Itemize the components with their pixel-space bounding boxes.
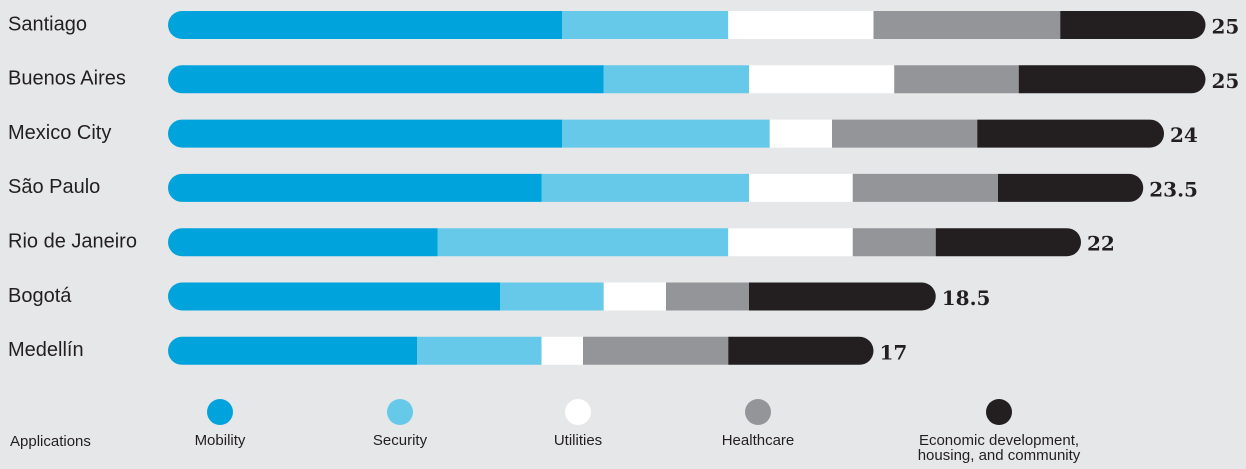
bar-segment [562, 11, 729, 39]
bar-segment [749, 282, 936, 311]
bar-segment [998, 173, 1144, 202]
bar-segment [168, 65, 604, 94]
legend-marker [565, 399, 591, 425]
bar-segment [541, 173, 749, 202]
bar-segment [168, 228, 438, 257]
category-label: Santiago [8, 13, 87, 35]
bar-segment [168, 282, 501, 311]
category-label: Bogotá [8, 285, 72, 307]
bar-segment [873, 11, 1061, 39]
bar-segment [500, 282, 604, 311]
bar-segment [541, 336, 583, 365]
bar-segment [417, 336, 542, 365]
category-label: Medellín [8, 339, 84, 361]
bar-segment [437, 228, 729, 257]
bar-segment [168, 11, 563, 39]
bar-segment [832, 119, 978, 148]
total-label: 22 [1087, 232, 1115, 256]
bar-segment [749, 173, 853, 202]
legend-label: Utilities [553, 432, 603, 449]
bar-segment [728, 336, 874, 365]
total-label: 23.5 [1149, 177, 1198, 201]
bar-segment [728, 228, 853, 257]
bar-segment [935, 228, 1081, 257]
bar-segment [749, 65, 895, 94]
total-label: 24 [1170, 123, 1198, 147]
bar-segment [562, 119, 770, 148]
bar-segment [1018, 65, 1206, 94]
bar-segment [666, 282, 749, 311]
legend-label: Security [372, 432, 428, 449]
bar-segment [852, 228, 936, 257]
legend-marker [986, 399, 1012, 425]
legend-marker [207, 399, 233, 425]
legend-title: Applications [10, 433, 91, 450]
legend-marker [745, 399, 771, 425]
legend-label: Mobility [194, 432, 246, 449]
bar-segment [769, 119, 832, 148]
category-label: São Paulo [8, 176, 100, 198]
category-label: Mexico City [8, 122, 111, 144]
bar-segment [167, 119, 563, 148]
total-label: 25 [1212, 69, 1240, 93]
total-label: 17 [880, 340, 908, 364]
bar-segment [728, 11, 874, 39]
legend-label: Healthcare [721, 432, 795, 449]
legend-marker [387, 399, 413, 425]
bar-segment [977, 119, 1164, 148]
legend-label: Economic development, housing, and commu… [917, 432, 1081, 464]
bar-segment [583, 336, 729, 365]
bar-segment [894, 65, 1019, 94]
bar-segment [603, 65, 749, 94]
total-label: 18.5 [942, 286, 991, 310]
category-label: Rio de Janeiro [8, 230, 137, 252]
category-label: Buenos Aires [8, 68, 126, 90]
bar-segment [168, 173, 542, 202]
total-label: 25 [1212, 15, 1240, 39]
bar-segment [603, 282, 666, 311]
bar-segment [852, 173, 998, 202]
bar-segment [1060, 11, 1206, 39]
bar-segment [168, 336, 417, 365]
